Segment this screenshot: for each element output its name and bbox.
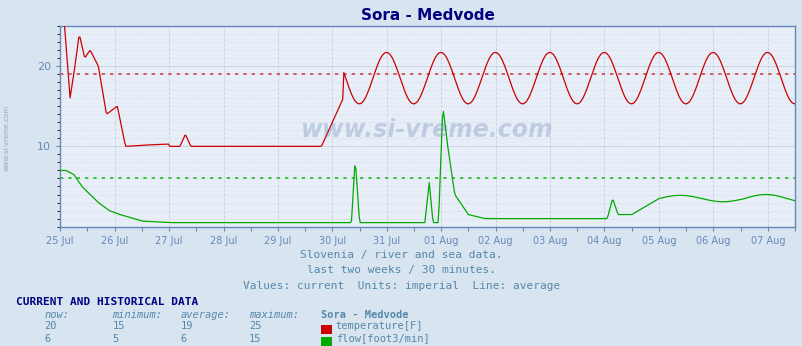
Text: temperature[F]: temperature[F]: [335, 321, 423, 331]
Text: 6: 6: [180, 334, 187, 344]
Text: 19: 19: [180, 321, 193, 331]
Text: minimum:: minimum:: [112, 310, 162, 320]
Text: Slovenia / river and sea data.: Slovenia / river and sea data.: [300, 250, 502, 260]
Text: 25: 25: [249, 321, 261, 331]
Text: Values: current  Units: imperial  Line: average: Values: current Units: imperial Line: av…: [242, 281, 560, 291]
Text: 15: 15: [112, 321, 125, 331]
Text: flow[foot3/min]: flow[foot3/min]: [335, 334, 429, 344]
Text: average:: average:: [180, 310, 230, 320]
Text: maximum:: maximum:: [249, 310, 298, 320]
Text: now:: now:: [44, 310, 69, 320]
Text: 6: 6: [44, 334, 51, 344]
Text: CURRENT AND HISTORICAL DATA: CURRENT AND HISTORICAL DATA: [16, 297, 198, 307]
Text: 15: 15: [249, 334, 261, 344]
Text: 20: 20: [44, 321, 57, 331]
Text: 5: 5: [112, 334, 119, 344]
Text: last two weeks / 30 minutes.: last two weeks / 30 minutes.: [306, 265, 496, 275]
Text: www.si-vreme.com: www.si-vreme.com: [301, 118, 553, 142]
Title: Sora - Medvode: Sora - Medvode: [360, 8, 494, 24]
Text: www.si-vreme.com: www.si-vreme.com: [3, 105, 10, 172]
Text: Sora - Medvode: Sora - Medvode: [321, 310, 408, 320]
